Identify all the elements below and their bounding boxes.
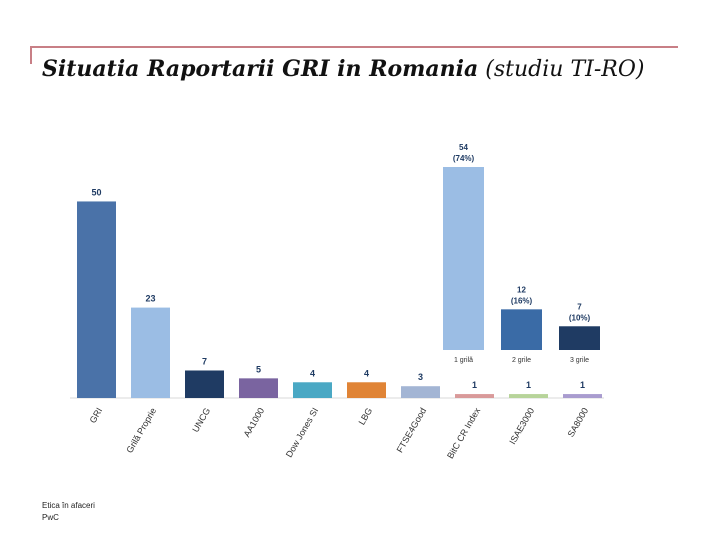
title-rule-corner [30, 46, 32, 64]
inset-bar-3-grile [559, 326, 600, 350]
inset-bar-2-grile [501, 309, 542, 350]
tick-label-bitc-cr-index: BitC CR Index [445, 406, 482, 461]
data-label-ftse4good: 3 [418, 372, 423, 382]
data-label-uncg: 7 [202, 356, 207, 366]
data-label-lbg: 4 [364, 368, 369, 378]
inset-percent-label-1-grila: (74%) [453, 154, 475, 163]
tick-label-isae3000: ISAE3000 [507, 406, 536, 446]
tick-label-dow-jones-si: Dow Jones SI [284, 406, 320, 459]
bar-ftse4good [401, 386, 440, 398]
bar-uncg [185, 370, 224, 398]
bar-dow-jones-si [293, 382, 332, 398]
data-label-gri: 50 [91, 187, 101, 197]
footer: Etica în afaceri PwC [42, 500, 95, 524]
data-label-aa1000: 5 [256, 364, 261, 374]
tick-label-gri: GRI [88, 406, 105, 425]
bar-gri [77, 201, 116, 398]
inset-percent-label-2-grile: (16%) [511, 296, 533, 305]
title-rule [30, 46, 678, 48]
inset-percent-label-3-grile: (10%) [569, 313, 591, 322]
bar-sa8000 [563, 394, 602, 398]
inset-tick-label-1-grila: 1 grilă [454, 357, 473, 364]
bar-isae3000 [509, 394, 548, 398]
tick-label-lbg: LBG [357, 406, 375, 427]
footer-course: Etica în afaceri [42, 501, 95, 510]
data-label-isae3000: 1 [526, 380, 531, 390]
tick-label-grila-proprie: Grilă Proprie [124, 406, 158, 455]
tick-label-ftse4good: FTSE4Good [395, 406, 429, 454]
bar-bitc-cr-index [455, 394, 494, 398]
bar-lbg [347, 382, 386, 398]
slide-title-sub: (studiu TI-RO) [485, 57, 645, 82]
inset-data-label-1-grila: 54 [459, 143, 468, 152]
slide-title: Situatia Raportarii GRI in Romania (stud… [42, 56, 644, 82]
data-label-sa8000: 1 [580, 380, 585, 390]
inset-bar-1-grila [443, 167, 484, 350]
tick-label-aa1000: AA1000 [242, 406, 267, 439]
bar-grila-proprie [131, 307, 170, 398]
inset-tick-label-3-grile: 3 grile [570, 357, 589, 364]
data-label-dow-jones-si: 4 [310, 368, 315, 378]
inset-data-label-2-grile: 12 [517, 285, 526, 294]
tick-label-uncg: UNCG [190, 406, 212, 434]
inset-data-label-3-grile: 7 [577, 302, 582, 311]
data-label-bitc-cr-index: 1 [472, 380, 477, 390]
tick-label-sa8000: SA8000 [566, 406, 591, 439]
bar-aa1000 [239, 378, 278, 398]
slide-title-main: Situatia Raportarii GRI in Romania [42, 56, 479, 82]
data-label-grila-proprie: 23 [145, 294, 155, 304]
footer-company: PwC [42, 513, 59, 522]
inset-tick-label-2-grile: 2 grile [512, 357, 531, 364]
